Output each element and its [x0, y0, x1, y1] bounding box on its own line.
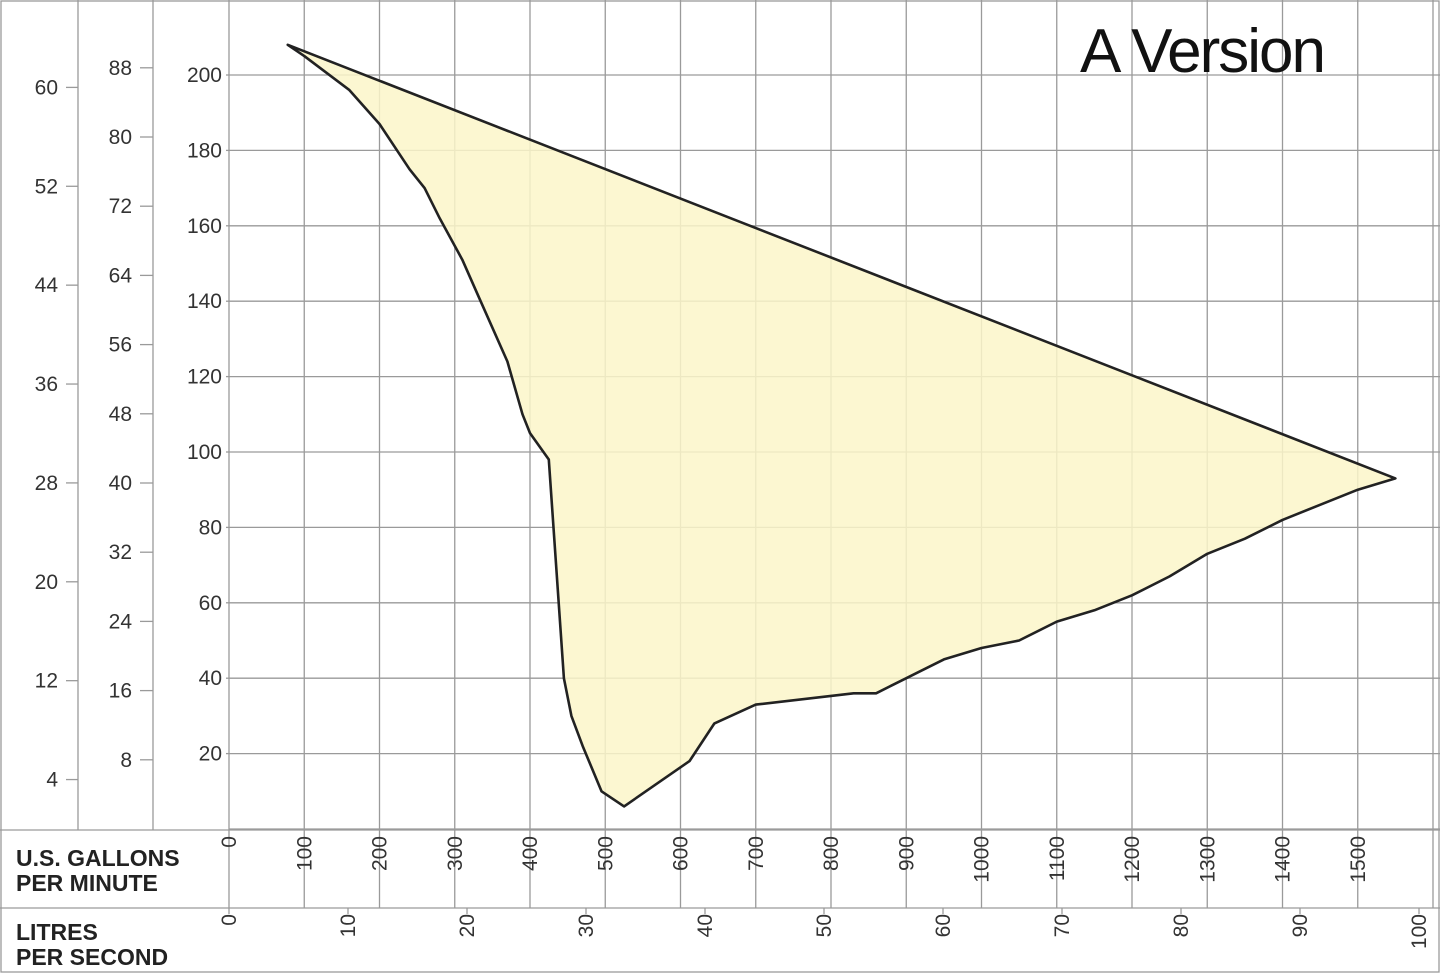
yellow-pump-region — [286, 43, 1397, 808]
x-axis-gpm-tick-label: 600 — [670, 836, 693, 871]
x-axis-lps-tick-label: 60 — [932, 914, 955, 937]
x-axis-lps-tick-label: 90 — [1289, 914, 1312, 937]
y-axis-1-tick-label: 52 — [35, 175, 58, 198]
x-axis-gpm-tick-label: 500 — [594, 836, 617, 871]
x-axis-label-gpm-line-2: PER MINUTE — [16, 870, 158, 896]
performance-regions — [286, 43, 1397, 808]
y-axis-2-tick-label: 88 — [109, 57, 132, 80]
y-axis-1-tick-label: 60 — [35, 76, 58, 99]
y-axis-head-tick-label: 120 — [187, 366, 222, 389]
x-axis-lps-tick-label: 100 — [1408, 914, 1431, 949]
x-axis-gpm-tick-label: 1200 — [1121, 836, 1144, 883]
x-axis-label-lps-line-1: LITRES — [16, 919, 98, 945]
y-axis-2-tick-label: 80 — [109, 126, 132, 149]
y-axis-head-tick-label: 200 — [187, 64, 222, 87]
y-axis-1-tick-label: 4 — [46, 769, 58, 792]
y-axis-head-tick-label: 180 — [187, 139, 222, 162]
chart-title: A Version — [1080, 17, 1324, 86]
y-axis-head-tick-label: 40 — [199, 667, 222, 690]
x-axis-gpm-tick-label: 800 — [820, 836, 843, 871]
y-axis-2-tick-label: 24 — [109, 610, 133, 633]
x-axis-lps-tick-label: 80 — [1170, 914, 1193, 937]
y-axis-2-tick-label: 16 — [109, 680, 132, 703]
x-axis-gpm-tick-label: 1000 — [971, 836, 994, 883]
y-axis-2-tick-label: 8 — [120, 749, 132, 772]
x-axis-label-gpm-line-1: U.S. GALLONS — [16, 845, 180, 871]
y-axis-2-tick-label: 72 — [109, 195, 132, 218]
y-axis-2-tick-label: 48 — [109, 403, 132, 426]
x-axis-gpm-tick-label: 0 — [218, 836, 241, 848]
x-axis-lps-tick-label: 40 — [694, 914, 717, 937]
y-axis-2-tick-label: 32 — [109, 541, 132, 564]
x-axis-gpm-tick-label: 200 — [369, 836, 392, 871]
x-axis-gpm-tick-label: 100 — [293, 836, 316, 871]
x-axis-lps-tick-label: 10 — [337, 914, 360, 937]
y-axis-2-tick-label: 56 — [109, 334, 132, 357]
x-axis-gpm-tick-label: 900 — [895, 836, 918, 871]
y-axis-2-tick-label: 64 — [109, 264, 133, 287]
y-axis-head-tick-label: 80 — [199, 516, 222, 539]
y-axis-2-tick-label: 40 — [109, 472, 132, 495]
x-axis-lps-tick-label: 70 — [1051, 914, 1074, 937]
x-axis-gpm-tick-label: 1300 — [1196, 836, 1219, 883]
x-axis-lps-tick-label: 30 — [575, 914, 598, 937]
y-axis-1-tick-label: 36 — [35, 373, 58, 396]
y-axis-head-tick-label: 100 — [187, 441, 222, 464]
y-axis-head-tick-label: 140 — [187, 290, 222, 313]
x-axis-gpm-tick-label: 1400 — [1272, 836, 1295, 883]
y-axis-head-tick-label: 160 — [187, 215, 222, 238]
x-axis-lps-tick-label: 50 — [813, 914, 836, 937]
y-axis-1-tick-label: 28 — [35, 472, 58, 495]
x-axis-lps-tick-label: 20 — [456, 914, 479, 937]
y-axis-1-tick-label: 44 — [35, 274, 59, 297]
x-axis-lps-tick-label: 0 — [218, 914, 241, 926]
y-axis-ticks: 4 12 20 28 36 44 52 60 8 16 24 32 40 48 56 64 72 80 88 20 40… — [35, 57, 229, 792]
x-axis-gpm-tick-label: 300 — [444, 836, 467, 871]
x-axis-gpm-tick-label: 700 — [745, 836, 768, 871]
x-axis-gpm-tick-label: 1500 — [1347, 836, 1370, 883]
x-axis-label-lps-line-2: PER SECOND — [16, 944, 168, 970]
x-axis-gpm-tick-label: 1100 — [1046, 836, 1069, 881]
x-axis-gpm-tick-label: 400 — [519, 836, 542, 871]
y-axis-head-tick-label: 60 — [199, 592, 222, 615]
y-axis-1-tick-label: 20 — [35, 571, 58, 594]
x-axis-ticks: 0 100 200 300 400 500 600 700 800 900 1000 1100 1200… — [218, 836, 1431, 949]
y-axis-1-tick-label: 12 — [35, 670, 58, 693]
y-axis-head-tick-label: 20 — [199, 743, 222, 766]
